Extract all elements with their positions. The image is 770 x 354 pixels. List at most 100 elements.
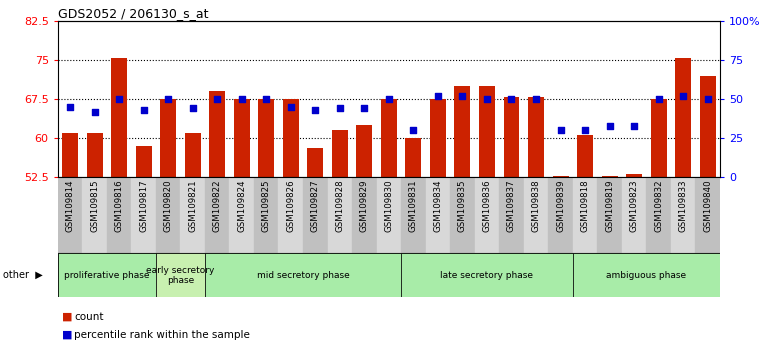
- Text: GSM109818: GSM109818: [581, 179, 590, 232]
- Bar: [332, 130, 348, 177]
- Bar: [598, 177, 622, 253]
- Bar: [111, 58, 127, 177]
- Bar: [58, 177, 82, 253]
- Bar: [695, 177, 720, 253]
- Text: GSM109828: GSM109828: [335, 179, 344, 232]
- Text: GSM109838: GSM109838: [531, 179, 541, 232]
- Text: ■: ■: [62, 312, 72, 322]
- Point: [236, 96, 248, 102]
- Bar: [577, 136, 593, 177]
- Text: GSM109814: GSM109814: [65, 179, 75, 232]
- Text: GSM109815: GSM109815: [90, 179, 99, 232]
- Bar: [548, 177, 573, 253]
- Point: [358, 105, 370, 111]
- Point: [701, 96, 714, 102]
- Bar: [504, 97, 520, 177]
- Text: GSM109816: GSM109816: [115, 179, 123, 232]
- Bar: [62, 133, 78, 177]
- Text: GDS2052 / 206130_s_at: GDS2052 / 206130_s_at: [58, 7, 208, 20]
- Bar: [377, 177, 401, 253]
- Bar: [381, 99, 397, 177]
- Bar: [279, 177, 303, 253]
- Text: GSM109837: GSM109837: [507, 179, 516, 232]
- Point: [407, 127, 420, 133]
- Bar: [307, 148, 323, 177]
- Bar: [405, 138, 421, 177]
- Bar: [180, 177, 205, 253]
- Bar: [700, 76, 715, 177]
- Bar: [651, 99, 667, 177]
- Bar: [156, 177, 180, 253]
- Bar: [573, 177, 598, 253]
- Point: [652, 96, 665, 102]
- Bar: [671, 177, 695, 253]
- Bar: [454, 86, 470, 177]
- Text: GSM109821: GSM109821: [188, 179, 197, 232]
- Text: ■: ■: [62, 330, 72, 339]
- Text: GSM109825: GSM109825: [262, 179, 271, 232]
- Bar: [499, 177, 524, 253]
- Point: [579, 127, 591, 133]
- Bar: [254, 177, 279, 253]
- Bar: [136, 146, 152, 177]
- Point: [480, 96, 493, 102]
- Point: [285, 104, 297, 110]
- Text: GSM109840: GSM109840: [703, 179, 712, 232]
- Bar: [601, 176, 618, 177]
- Text: mid secretory phase: mid secretory phase: [256, 271, 350, 280]
- Point: [505, 96, 517, 102]
- Bar: [283, 99, 299, 177]
- Text: GSM109839: GSM109839: [556, 179, 565, 232]
- Bar: [626, 175, 642, 177]
- Text: late secretory phase: late secretory phase: [440, 271, 534, 280]
- Bar: [352, 177, 377, 253]
- Bar: [430, 99, 446, 177]
- Bar: [303, 177, 327, 253]
- Bar: [185, 133, 201, 177]
- Point: [162, 96, 174, 102]
- Text: GSM109831: GSM109831: [409, 179, 418, 232]
- FancyBboxPatch shape: [573, 253, 720, 297]
- Text: percentile rank within the sample: percentile rank within the sample: [74, 330, 249, 339]
- Text: GSM109819: GSM109819: [605, 179, 614, 232]
- Text: GSM109823: GSM109823: [630, 179, 638, 232]
- Text: GSM109827: GSM109827: [311, 179, 320, 232]
- Text: GSM109824: GSM109824: [237, 179, 246, 232]
- FancyBboxPatch shape: [205, 253, 401, 297]
- Text: ambiguous phase: ambiguous phase: [606, 271, 686, 280]
- Text: GSM109822: GSM109822: [213, 179, 222, 232]
- Point: [113, 96, 126, 102]
- Text: early secretory
phase: early secretory phase: [146, 266, 215, 285]
- Text: GSM109820: GSM109820: [163, 179, 172, 232]
- FancyBboxPatch shape: [58, 253, 156, 297]
- Point: [309, 107, 321, 113]
- Text: GSM109833: GSM109833: [678, 179, 688, 232]
- Bar: [357, 125, 373, 177]
- Bar: [229, 177, 254, 253]
- Text: GSM109836: GSM109836: [483, 179, 491, 232]
- Point: [604, 123, 616, 129]
- Text: GSM109830: GSM109830: [384, 179, 393, 232]
- Bar: [646, 177, 671, 253]
- Bar: [675, 58, 691, 177]
- Bar: [209, 91, 225, 177]
- Bar: [205, 177, 229, 253]
- Point: [260, 96, 273, 102]
- Bar: [258, 99, 274, 177]
- Text: GSM109834: GSM109834: [434, 179, 443, 232]
- Text: GSM109835: GSM109835: [458, 179, 467, 232]
- Bar: [107, 177, 132, 253]
- Bar: [86, 133, 102, 177]
- Point: [383, 96, 395, 102]
- Bar: [474, 177, 499, 253]
- Text: proliferative phase: proliferative phase: [64, 271, 149, 280]
- Bar: [401, 177, 426, 253]
- Text: GSM109832: GSM109832: [654, 179, 663, 232]
- Bar: [528, 97, 544, 177]
- Text: GSM109826: GSM109826: [286, 179, 295, 232]
- Bar: [479, 86, 495, 177]
- Bar: [450, 177, 474, 253]
- FancyBboxPatch shape: [156, 253, 205, 297]
- Point: [530, 96, 542, 102]
- Point: [628, 123, 641, 129]
